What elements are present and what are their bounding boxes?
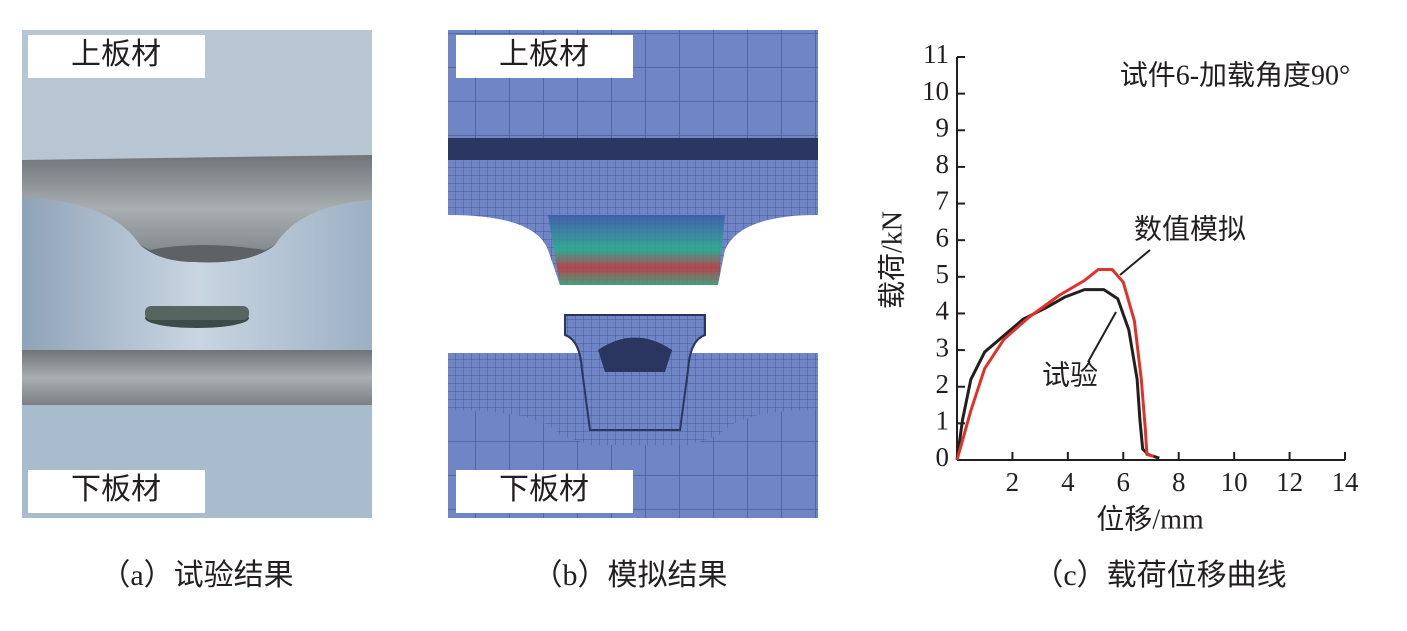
y-tick-label: 6 [936,222,950,252]
caption: （a）试验结果 [100,559,293,592]
y-tick-label: 3 [936,332,950,362]
y-axis-title: 载荷/kN [876,211,908,309]
y-tick-label: 4 [936,296,950,326]
leader-line [1119,249,1151,276]
x-tick-label: 12 [1276,467,1303,497]
simulation-b [448,30,818,518]
x-tick-label: 10 [1221,467,1248,497]
x-tick-label: 14 [1332,467,1360,497]
x-tick-label: 4 [1061,467,1075,497]
series-line [955,267,1155,461]
y-tick-label: 1 [936,406,950,436]
x-axis-title: 位移/mm [1096,503,1204,535]
label: 上板材 [499,38,589,71]
label: 下板材 [499,473,589,506]
y-tick-label: 9 [936,112,950,142]
y-tick-label: 2 [936,369,950,399]
x-tick-label: 6 [1117,467,1131,497]
series-label: 试验 [1042,359,1098,391]
y-tick-label: 5 [936,259,950,289]
y-tick-label: 0 [936,442,950,472]
label: 上板材 [71,38,161,71]
y-tick-label: 8 [936,149,950,179]
y-tick-label: 11 [923,39,949,69]
caption: （c）载荷位移曲线 [1033,559,1286,592]
caption: （b）模拟结果 [533,559,728,592]
leader-line [1087,311,1117,363]
x-tick-label: 2 [1006,467,1020,497]
label: 下板材 [71,473,161,506]
y-tick-label: 10 [922,76,949,106]
series-line [955,288,1160,461]
y-tick-label: 7 [936,186,950,216]
photo-a [22,30,372,518]
annotation: 试件6-加载角度90° [1120,59,1351,91]
series-label: 数值模拟 [1134,213,1246,245]
x-tick-label: 8 [1172,467,1186,497]
